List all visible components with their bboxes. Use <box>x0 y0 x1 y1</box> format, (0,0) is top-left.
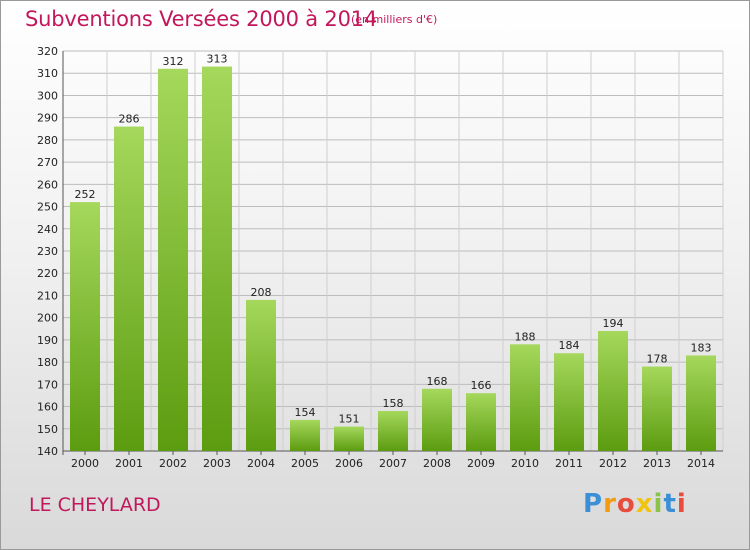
y-tick-label: 320 <box>37 45 58 58</box>
y-tick-label: 220 <box>37 267 58 280</box>
data-label: 252 <box>75 188 96 201</box>
logo-letter: i <box>676 489 687 519</box>
y-tick-label: 210 <box>37 289 58 302</box>
commune-name: LE CHEYLARD <box>29 494 161 516</box>
bar <box>246 299 276 451</box>
data-label: 168 <box>427 375 448 388</box>
data-label: 208 <box>251 286 272 299</box>
y-tick-label: 310 <box>37 67 58 80</box>
bar <box>466 393 496 451</box>
y-tick-label: 150 <box>37 423 58 436</box>
y-tick-label: 290 <box>37 112 58 125</box>
bars <box>70 66 716 452</box>
x-tick-label: 2010 <box>511 457 539 470</box>
x-tick-label: 2005 <box>291 457 319 470</box>
logo-letter: i <box>653 489 664 519</box>
data-label: 184 <box>559 339 580 352</box>
data-label: 151 <box>339 413 360 426</box>
y-tick-label: 200 <box>37 312 58 325</box>
x-tick-label: 2000 <box>71 457 99 470</box>
bar <box>114 126 144 452</box>
logo-letter: x <box>635 489 654 519</box>
data-label: 154 <box>295 406 316 419</box>
bar <box>554 353 584 451</box>
unit-label: (en milliers d'€) <box>351 13 438 26</box>
x-tick-label: 2008 <box>423 457 451 470</box>
chart-title: Subventions Versées 2000 à 2014 <box>25 7 378 31</box>
y-tick-label: 240 <box>37 223 58 236</box>
logo-letter: t <box>663 489 677 519</box>
y-tick-label: 250 <box>37 201 58 214</box>
y-tick-label: 160 <box>37 401 58 414</box>
data-label: 183 <box>691 341 712 354</box>
bar <box>598 331 628 451</box>
x-tick-label: 2003 <box>203 457 231 470</box>
bar <box>510 344 540 451</box>
y-tick-label: 260 <box>37 178 58 191</box>
bar <box>642 366 672 451</box>
x-tick-label: 2014 <box>687 457 715 470</box>
x-tick-label: 2009 <box>467 457 495 470</box>
x-tick-label: 2007 <box>379 457 407 470</box>
y-tick-label: 140 <box>37 445 58 458</box>
x-tick-label: 2012 <box>599 457 627 470</box>
data-label: 166 <box>471 379 492 392</box>
bar <box>158 68 188 452</box>
y-tick-label: 180 <box>37 356 58 369</box>
data-label: 312 <box>163 55 184 68</box>
y-tick-label: 230 <box>37 245 58 258</box>
logo-letter: o <box>616 489 636 519</box>
y-tick-label: 270 <box>37 156 58 169</box>
x-tick-label: 2001 <box>115 457 143 470</box>
data-label: 286 <box>119 113 140 126</box>
data-label: 313 <box>207 53 228 66</box>
labels: 140 150 160 170 180 190 200 210 220 230 240 250 260 2… <box>37 45 715 470</box>
bar <box>334 426 364 451</box>
logo-letter: P <box>583 489 604 519</box>
bar <box>378 411 408 451</box>
x-tick-label: 2004 <box>247 457 275 470</box>
y-tick-label: 300 <box>37 89 58 102</box>
bar <box>70 202 100 451</box>
y-tick-label: 280 <box>37 134 58 147</box>
y-tick-label: 190 <box>37 334 58 347</box>
bar <box>422 388 452 451</box>
data-label: 158 <box>383 397 404 410</box>
x-tick-label: 2006 <box>335 457 363 470</box>
x-tick-label: 2002 <box>159 457 187 470</box>
x-tick-label: 2013 <box>643 457 671 470</box>
bar <box>290 419 320 451</box>
bar <box>686 355 716 451</box>
data-label: 194 <box>603 317 624 330</box>
y-tick-label: 170 <box>37 378 58 391</box>
data-label: 178 <box>647 353 668 366</box>
bar <box>202 66 232 452</box>
data-label: 188 <box>515 330 536 343</box>
x-tick-label: 2011 <box>555 457 583 470</box>
proxiti-logo: Proxiti <box>583 489 687 519</box>
logo-letter: r <box>603 489 617 519</box>
